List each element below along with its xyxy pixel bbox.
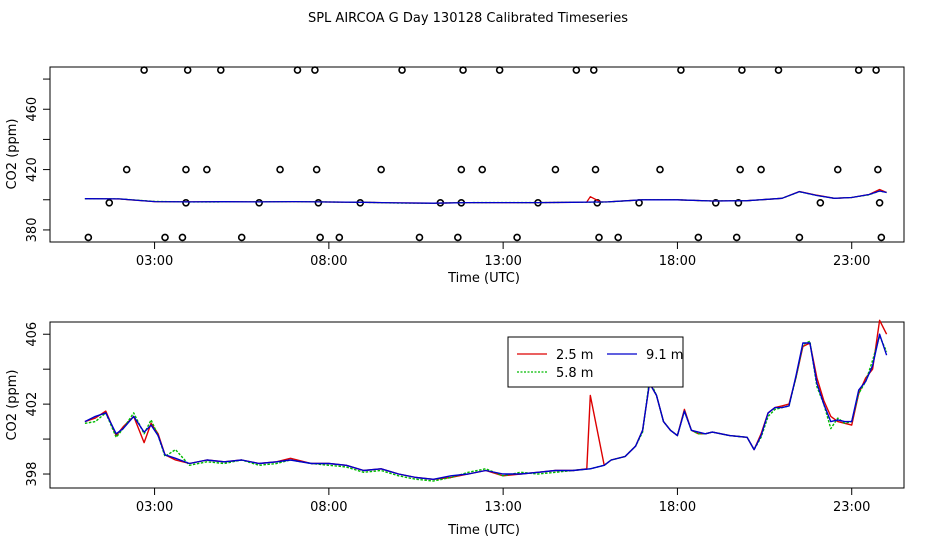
bottom-x-tick-label: 18:00 [659,500,696,515]
calibration-point [816,198,825,207]
calibration-point [495,66,504,74]
calibration-point [122,165,131,174]
calibration-point [237,233,246,242]
bottom-x-tick-label: 23:00 [833,500,870,515]
top-x-tick-label: 08:00 [310,254,347,269]
top-y-tick-label: 460 [25,97,40,122]
legend-label-5-8m: 5.8 m [556,366,593,381]
calibration-point [589,66,598,74]
calibration-point [415,233,424,242]
top-plot-frame [49,66,905,243]
bottom-x-axis: 03:00 08:00 13:00 18:00 23:00 [136,488,870,515]
calibration-point [140,66,148,74]
calibration-point [513,233,521,242]
calibration-point [795,233,804,242]
calibration-point [377,165,385,174]
calibration-point [551,165,560,174]
bottom-y-tick-label: 406 [25,322,40,347]
calibration-point [572,66,581,74]
calibration-point [694,233,703,242]
bottom-y-tick-label: 402 [25,392,40,417]
calibration-point [276,165,284,174]
calibration-point [478,165,487,174]
bottom-y-axis-label: CO2 (ppm) [5,369,20,440]
top-plot-marks [84,66,887,242]
calibration-point [335,233,344,242]
top-x-tick-label: 03:00 [136,254,173,269]
calibration-point [312,165,321,174]
calibration-point [398,66,406,74]
bottom-x-tick-label: 08:00 [310,500,347,515]
calibration-point [311,66,319,74]
top-series-line-9-1-m [84,190,887,204]
calibration-point [736,165,744,174]
top-x-axis: 03:00 08:00 13:00 18:00 23:00 [136,242,870,269]
calibration-point [457,165,466,174]
calibration-point [874,165,882,174]
calibration-point [854,66,863,74]
calibration-point [734,198,743,207]
calibration-point [656,165,664,174]
calibration-point [182,165,190,174]
top-y-tick-label: 380 [25,218,40,243]
calibration-point [711,198,720,207]
bottom-x-tick-label: 03:00 [136,500,173,515]
bottom-y-axis: 398 402 406 [25,322,50,487]
legend-box [507,336,684,388]
calibration-point [872,66,880,74]
calibration-point [203,165,211,174]
bottom-plot-marks [84,319,888,482]
calibration-point [774,66,783,74]
bottom-panel: 03:00 08:00 13:00 18:00 23:00 398 402 406 Time… [5,319,905,538]
top-series-line-2-5-m [84,188,887,204]
top-y-tick-label: 420 [25,157,40,182]
calibration-point [877,233,886,242]
calibration-point [314,198,323,207]
bottom-x-tick-label: 13:00 [484,500,521,515]
calibration-point [217,66,225,74]
calibration-point [677,66,685,74]
calibration-point [84,233,93,242]
calibration-point [875,198,884,207]
top-y-axis: 380 420 460 [25,78,50,243]
calibration-point [454,233,462,242]
calibration-point [161,233,169,242]
calibration-point [732,233,741,242]
top-x-axis-label: Time (UTC) [447,271,520,286]
legend-label-2-5m: 2.5 m [556,348,593,363]
bottom-series-line-2-5-m [84,319,888,480]
calibration-point [316,233,324,242]
calibration-point [738,66,746,74]
bottom-series-line-5-8-m [84,335,888,482]
calibration-point [614,233,622,242]
calibration-point [595,233,603,242]
top-x-tick-label: 23:00 [833,254,870,269]
calibration-point [105,198,114,207]
bottom-x-axis-label: Time (UTC) [447,523,520,538]
calibration-point [591,165,600,174]
bottom-series-line-9-1-m [84,333,888,480]
top-y-axis-label: CO2 (ppm) [5,118,20,189]
top-panel: 03:00 08:00 13:00 18:00 23:00 380 420 460 Time… [5,66,905,286]
top-x-tick-label: 18:00 [659,254,696,269]
calibration-point [293,66,302,74]
calibration-point [182,198,190,207]
calibration-point [833,165,842,174]
calibration-point [459,66,467,74]
top-x-tick-label: 13:00 [484,254,521,269]
calibration-point [255,198,263,207]
legend: 2.5 m 9.1 m 5.8 m [507,336,684,388]
bottom-plot-frame [49,321,905,489]
calibration-point [757,165,765,174]
calibration-point [183,66,192,74]
bottom-y-tick-label: 398 [25,462,40,487]
calibration-point [178,233,187,242]
figure-title: SPL AIRCOA G Day 130128 Calibrated Times… [308,11,628,26]
legend-label-9-1m: 9.1 m [646,348,683,363]
